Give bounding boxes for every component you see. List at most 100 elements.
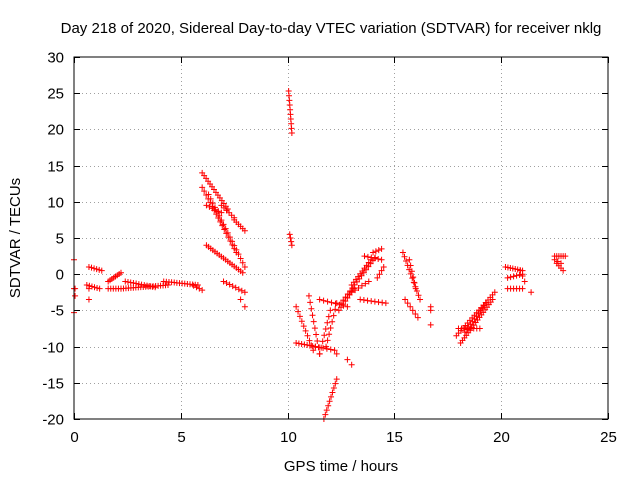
data-point	[88, 264, 95, 271]
axis-ticks: 0 5 10 15 20 25 -20 -15 -10 -5 0 5 10 15 20 25 30	[42, 50, 617, 447]
data-point	[224, 206, 231, 213]
data-point	[190, 282, 197, 289]
data-point	[355, 284, 362, 291]
data-point	[218, 209, 225, 216]
data-point	[483, 300, 490, 307]
data-point	[411, 279, 418, 286]
data-point	[313, 331, 320, 338]
data-point	[86, 282, 93, 289]
data-point	[319, 338, 326, 345]
data-point	[375, 247, 382, 254]
data-point	[212, 206, 219, 213]
data-point	[91, 284, 98, 291]
data-point	[344, 356, 351, 363]
data-point	[308, 305, 315, 312]
data-point	[364, 297, 371, 304]
data-point	[219, 222, 226, 229]
data-point	[296, 313, 303, 320]
data-point	[309, 343, 316, 350]
data-point	[371, 255, 378, 262]
data-point	[401, 253, 408, 260]
data-point	[314, 337, 321, 344]
data-point	[85, 296, 92, 303]
data-point	[241, 289, 248, 296]
data-point	[324, 337, 331, 344]
data-point	[327, 307, 334, 314]
data-point	[380, 263, 387, 270]
data-point	[215, 208, 222, 215]
data-point	[286, 231, 293, 238]
data-point	[409, 275, 416, 282]
data-point	[521, 278, 528, 285]
data-point	[124, 278, 131, 285]
data-point	[311, 325, 318, 332]
data-point	[117, 269, 124, 276]
data-point	[330, 312, 337, 319]
data-point	[332, 300, 339, 307]
data-point	[310, 318, 317, 325]
data-point	[404, 300, 411, 307]
data-point	[513, 272, 520, 279]
data-point	[310, 347, 317, 354]
data-point	[85, 263, 92, 270]
data-point	[233, 246, 240, 253]
data-point	[327, 324, 334, 331]
data-point	[130, 280, 137, 287]
data-point	[320, 297, 327, 304]
data-point	[410, 274, 417, 281]
y-tick-label: -20	[42, 412, 64, 429]
data-point	[348, 289, 355, 296]
data-point	[357, 296, 364, 303]
data-point	[216, 212, 223, 219]
data-point	[326, 398, 333, 405]
data-point	[376, 271, 383, 278]
data-point	[335, 307, 342, 314]
y-tick-label: 5	[56, 231, 64, 248]
y-tick-label: -10	[42, 340, 64, 357]
data-point	[368, 298, 375, 305]
data-point	[551, 256, 558, 263]
data-point	[237, 296, 244, 303]
data-point	[72, 285, 79, 292]
data-point	[321, 332, 328, 339]
data-point	[196, 285, 203, 292]
data-point	[323, 345, 330, 352]
plot-frame	[73, 56, 609, 420]
chart-title: Day 218 of 2020, Sidereal Day-to-day VTE…	[61, 20, 602, 37]
data-point	[375, 299, 382, 306]
data-point	[371, 298, 378, 305]
data-point	[201, 188, 208, 195]
data-point	[239, 259, 246, 266]
data-point	[329, 389, 336, 396]
data-point	[519, 285, 526, 292]
data-point	[295, 308, 302, 315]
x-tick-label: 25	[600, 429, 617, 446]
data-point	[235, 251, 242, 258]
data-point	[288, 130, 295, 137]
data-point	[360, 297, 367, 304]
data-point	[554, 258, 561, 265]
data-point	[229, 238, 236, 245]
data-point	[88, 283, 95, 290]
data-point	[340, 297, 347, 304]
data-point	[306, 342, 313, 349]
data-point	[407, 262, 414, 269]
data-point	[91, 265, 98, 272]
y-axis-label: SDTVAR / TECUs	[7, 178, 24, 298]
data-point	[325, 313, 332, 320]
y-tick-label: 25	[47, 86, 64, 103]
data-point	[226, 234, 233, 241]
data-point	[528, 289, 535, 296]
x-tick-label: 0	[70, 429, 78, 446]
data-point	[238, 287, 245, 294]
data-point	[516, 271, 523, 278]
x-tick-label: 5	[177, 429, 185, 446]
data-point	[412, 311, 419, 318]
data-point	[209, 205, 216, 212]
data-point	[301, 341, 308, 348]
data-point	[330, 385, 337, 392]
data-point	[138, 281, 145, 288]
data-point	[320, 345, 327, 352]
data-point	[476, 325, 483, 332]
y-tick-label: 0	[56, 267, 64, 284]
